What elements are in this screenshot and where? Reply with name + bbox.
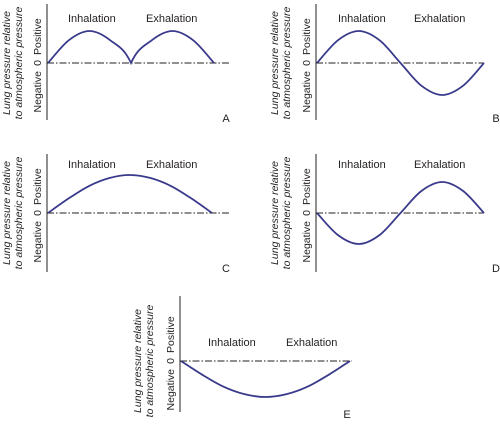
y-axis-label-line2: to atmospheric pressure [13,157,25,270]
y-tick-zero: 0 [32,210,44,216]
phase-label-exhalation: Exhalation [414,159,465,171]
y-tick-negative: Negative [165,369,177,411]
chart-panel-e: Positive 0 Negative Lung pressure relative t… [132,296,352,421]
panel-letter: C [222,263,230,275]
phase-label-inhalation: Inhalation [338,159,386,171]
chart-panel-a: Positive 0 Negative Lung pressure relative t… [1,4,230,125]
y-axis-label-line2: to atmospheric pressure [281,157,293,270]
y-tick-negative: Negative [32,71,44,113]
panel-letter: E [343,409,350,421]
phase-label-exhalation: Exhalation [286,337,337,349]
pressure-curve [47,174,213,214]
pressure-curve [316,30,485,96]
y-axis-label-line1: Lung pressure relative [269,11,281,115]
phase-label-inhalation: Inhalation [338,13,386,25]
panel-letter: A [222,113,230,125]
y-tick-zero: 0 [301,60,313,66]
phase-label-exhalation: Exhalation [414,13,465,25]
chart-panel-d: Positive 0 Negative Lung pressure relative t… [269,154,500,275]
panel-letter: D [492,263,500,275]
y-axis-label-line1: Lung pressure relative [132,309,144,413]
y-tick-positive: Positive [32,18,44,55]
y-axis-label-line2: to atmospheric pressure [144,305,156,418]
panel-letter: B [492,113,499,125]
phase-label-exhalation: Exhalation [146,13,197,25]
y-tick-positive: Positive [301,18,313,55]
phase-label-exhalation: Exhalation [146,159,197,171]
phase-label-inhalation: Inhalation [208,337,256,349]
y-tick-zero: 0 [32,60,44,66]
y-tick-zero: 0 [165,358,177,364]
chart-panel-b: Positive 0 Negative Lung pressure relative t… [269,4,500,125]
y-tick-zero: 0 [301,210,313,216]
phase-label-inhalation: Inhalation [68,13,116,25]
y-axis-label-line1: Lung pressure relative [1,11,13,115]
pressure-curve [316,181,485,245]
y-tick-positive: Positive [165,316,177,353]
pressure-curve [47,30,215,66]
phase-label-inhalation: Inhalation [68,159,116,171]
chart-panel-c: Positive 0 Negative Lung pressure relative t… [1,154,230,275]
y-tick-positive: Positive [301,168,313,205]
y-tick-negative: Negative [32,221,44,263]
y-tick-positive: Positive [32,168,44,205]
pressure-curve [180,360,351,398]
y-axis-label-line1: Lung pressure relative [269,161,281,265]
y-axis-label-line2: to atmospheric pressure [281,7,293,120]
y-tick-negative: Negative [301,221,313,263]
y-tick-negative: Negative [301,71,313,113]
y-axis-label-line2: to atmospheric pressure [13,7,25,120]
y-axis-label-line1: Lung pressure relative [1,161,13,265]
